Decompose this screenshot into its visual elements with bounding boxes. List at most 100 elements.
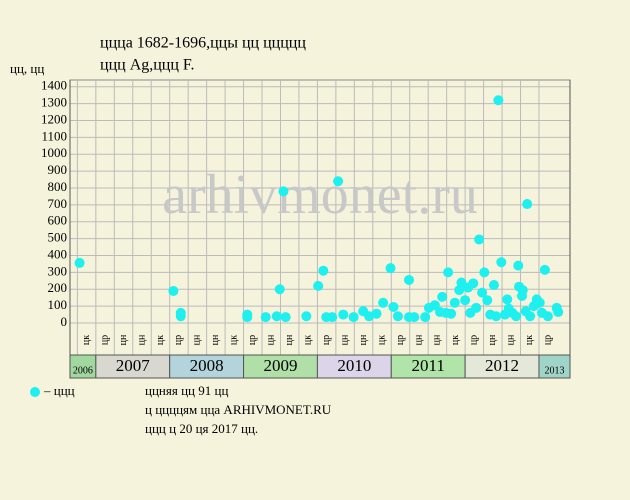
year-label: 2013	[544, 365, 564, 376]
year-label: 2008	[190, 356, 224, 375]
point	[242, 312, 253, 323]
year-label: 2007	[116, 356, 151, 375]
period-label: цр	[395, 335, 406, 345]
period-label: цр	[469, 335, 480, 345]
point	[553, 307, 564, 318]
y-tick-label: 1100	[41, 128, 67, 143]
point	[385, 263, 396, 274]
year-label: 2010	[337, 356, 371, 375]
point	[502, 294, 513, 305]
y-tick-label: 1300	[41, 95, 67, 110]
period-label: цн	[413, 334, 424, 345]
point	[482, 295, 493, 306]
point	[525, 311, 536, 322]
y-tick-label: 300	[48, 263, 68, 278]
point	[313, 280, 324, 291]
point	[513, 260, 524, 271]
point	[274, 284, 285, 295]
legend-marker	[30, 387, 40, 397]
period-label: цн	[358, 334, 369, 345]
point	[271, 311, 282, 322]
point	[301, 311, 312, 322]
y-tick-label: 700	[48, 196, 68, 211]
point	[388, 301, 399, 312]
period-label: цн	[506, 334, 517, 345]
point	[437, 291, 448, 302]
y-axis-title: цц, цц	[10, 61, 44, 76]
point	[496, 257, 507, 268]
period-label: цк	[524, 335, 535, 345]
point	[318, 265, 329, 276]
period-label: цр	[99, 335, 110, 345]
year-band	[538, 354, 571, 379]
point	[409, 312, 420, 323]
period-label: цн	[192, 334, 203, 345]
period-label: цр	[543, 335, 554, 345]
period-label: цн	[136, 334, 147, 345]
chart-subtitle: ццц Ag,ццц F.	[100, 57, 195, 74]
y-tick-label: 600	[48, 213, 68, 228]
period-label: цн	[266, 334, 277, 345]
point	[522, 199, 533, 210]
point	[446, 308, 457, 319]
point	[534, 297, 545, 308]
point	[443, 267, 454, 278]
point	[175, 311, 186, 322]
point	[474, 234, 485, 245]
point	[542, 311, 553, 322]
point	[378, 297, 389, 308]
point	[454, 285, 465, 296]
point	[168, 285, 179, 296]
period-label: цк	[81, 335, 92, 345]
period-label: цк	[155, 335, 166, 345]
point	[468, 278, 479, 289]
period-label: цн	[118, 334, 129, 345]
period-label: цк	[450, 335, 461, 345]
point	[392, 311, 403, 322]
period-label: цк	[302, 335, 313, 345]
note: ццц ц 20 ця 2017 цц.	[145, 421, 258, 436]
period-label: цр	[321, 335, 332, 345]
point	[260, 312, 271, 323]
point	[420, 312, 431, 323]
period-label: цк	[376, 335, 387, 345]
y-tick-label: 500	[48, 230, 68, 245]
point	[471, 302, 482, 313]
y-tick-label: 1000	[41, 145, 67, 160]
period-label: цк	[229, 335, 240, 345]
period-label: цр	[173, 335, 184, 345]
point	[477, 287, 488, 298]
point	[491, 311, 502, 322]
point	[539, 264, 550, 275]
point	[278, 186, 289, 197]
point	[517, 285, 528, 296]
chart-title: цццa 1682-1696,ццы цц ццццц	[100, 35, 306, 52]
y-tick-label: 800	[48, 179, 68, 194]
point	[333, 176, 344, 187]
year-label: 2009	[263, 356, 297, 375]
note: ццняя цц 91 цц	[145, 383, 228, 398]
legend-label: – ццц	[43, 383, 75, 398]
watermark: arhivmonet.ru	[162, 164, 478, 226]
y-tick-label: 400	[48, 246, 68, 261]
point	[449, 297, 460, 308]
period-label: цн	[487, 334, 498, 345]
y-tick-label: 900	[48, 162, 68, 177]
point	[371, 308, 382, 319]
point	[460, 295, 471, 306]
period-label: цн	[210, 334, 221, 345]
point	[74, 257, 85, 268]
period-label: цн	[432, 334, 443, 345]
period-label: цр	[247, 335, 258, 345]
period-label: цн	[284, 334, 295, 345]
note: ц ццццям цца ARHIVMONET.RU	[145, 402, 332, 417]
point	[479, 267, 490, 278]
point	[348, 312, 359, 323]
y-tick-label: 1200	[41, 111, 67, 126]
y-tick-label: 100	[48, 297, 68, 312]
year-label: 2012	[485, 356, 519, 375]
period-label: цн	[339, 334, 350, 345]
point	[403, 274, 414, 285]
